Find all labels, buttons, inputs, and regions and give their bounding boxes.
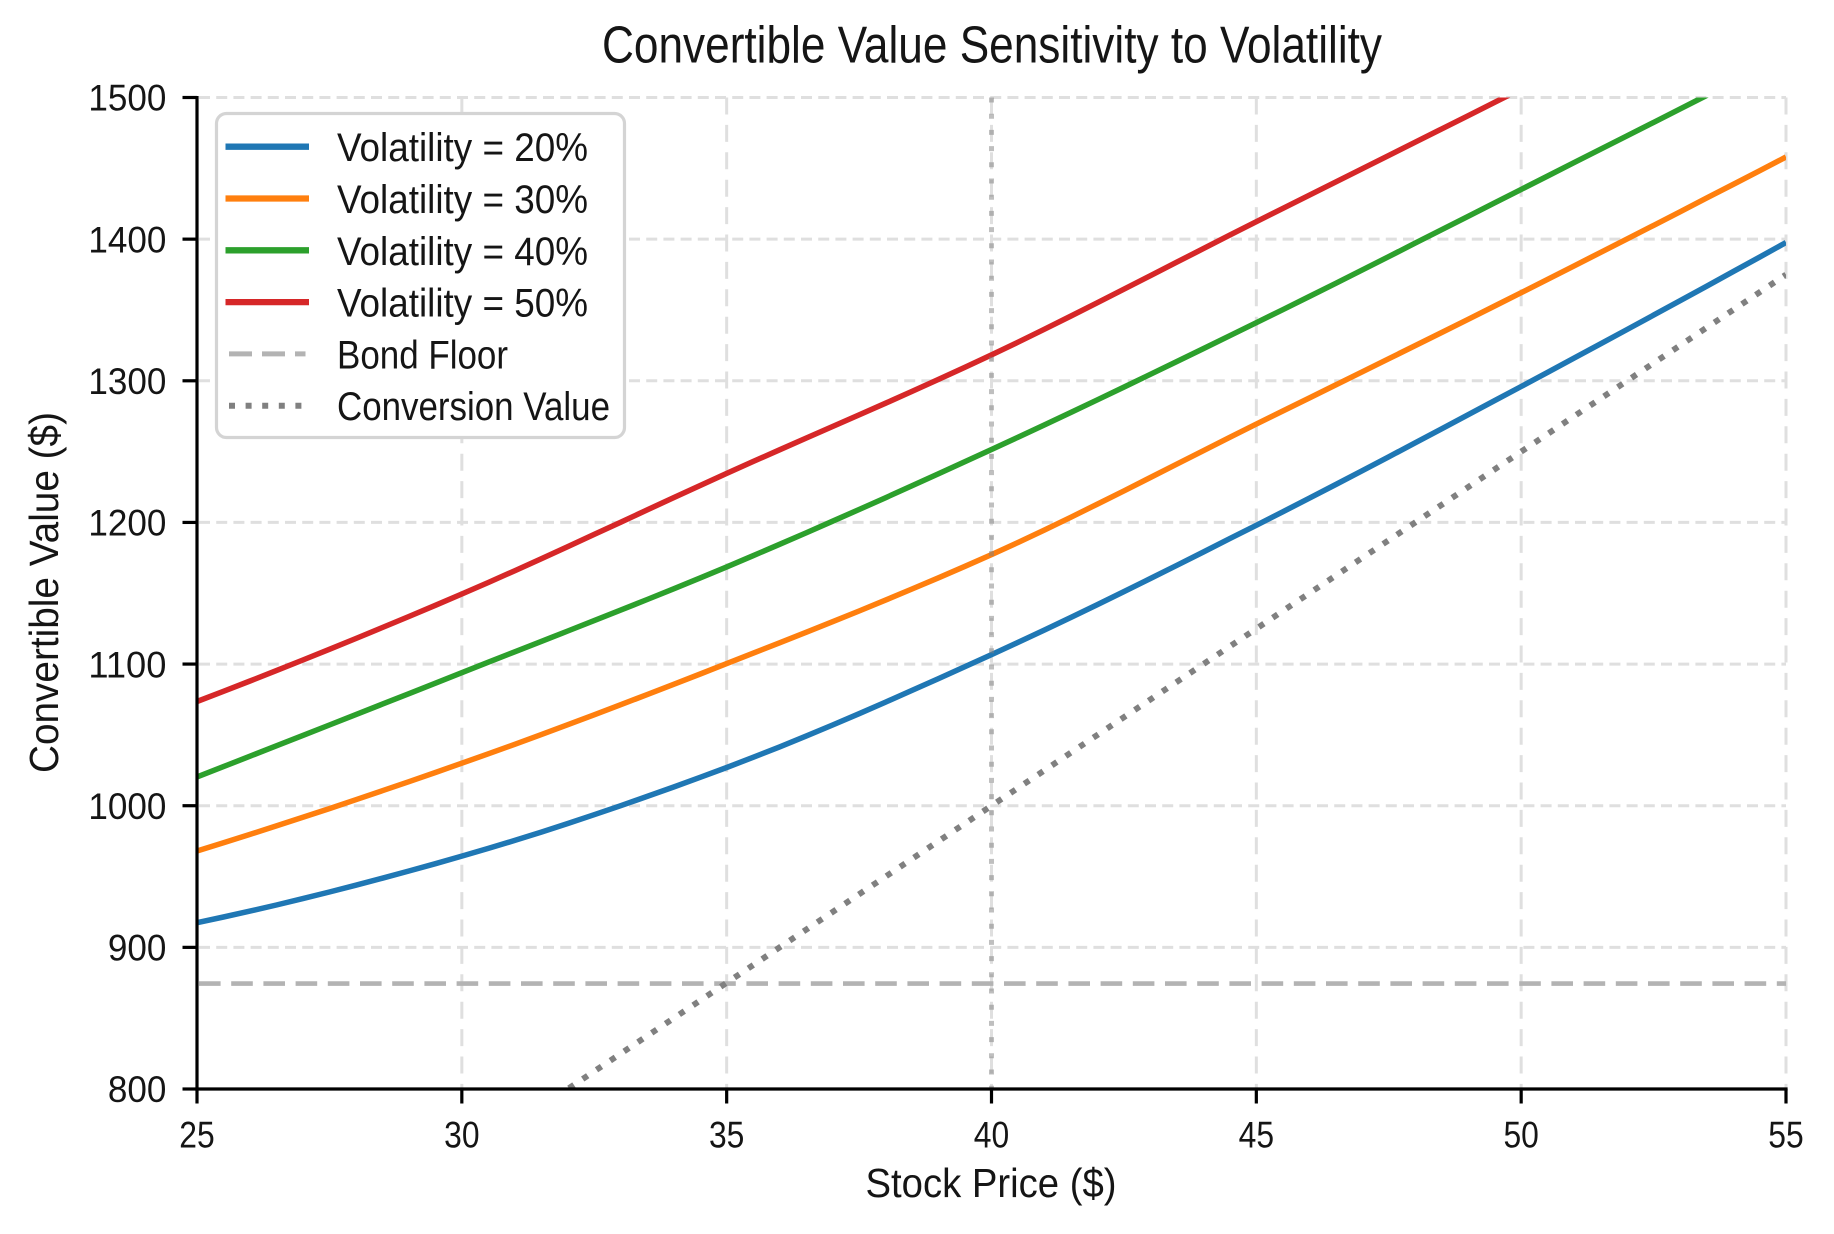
svg-text:1400: 1400 [88, 218, 166, 260]
svg-text:1300: 1300 [88, 360, 166, 402]
svg-text:Volatility = 30%: Volatility = 30% [337, 178, 588, 222]
svg-text:45: 45 [1239, 1114, 1274, 1156]
svg-text:Volatility = 40%: Volatility = 40% [337, 230, 588, 274]
svg-text:Volatility = 20%: Volatility = 20% [337, 126, 588, 170]
svg-text:900: 900 [108, 927, 166, 969]
svg-text:Stock Price ($): Stock Price ($) [866, 1160, 1117, 1206]
svg-text:Convertible Value Sensitivity: Convertible Value Sensitivity to Volatil… [602, 16, 1382, 74]
svg-text:25: 25 [179, 1114, 214, 1156]
svg-text:Bond Floor: Bond Floor [337, 333, 508, 377]
svg-text:Convertible Value ($): Convertible Value ($) [21, 412, 67, 773]
svg-text:35: 35 [709, 1114, 744, 1156]
svg-text:30: 30 [444, 1114, 479, 1156]
svg-text:1000: 1000 [88, 785, 166, 827]
svg-text:55: 55 [1768, 1114, 1803, 1156]
svg-text:40: 40 [974, 1114, 1009, 1156]
svg-text:Volatility = 50%: Volatility = 50% [337, 282, 588, 326]
svg-text:50: 50 [1503, 1114, 1538, 1156]
svg-text:1200: 1200 [88, 502, 166, 544]
svg-text:Conversion Value: Conversion Value [337, 385, 610, 429]
svg-text:1100: 1100 [88, 643, 166, 685]
svg-text:1500: 1500 [88, 77, 166, 119]
svg-text:800: 800 [108, 1068, 166, 1110]
